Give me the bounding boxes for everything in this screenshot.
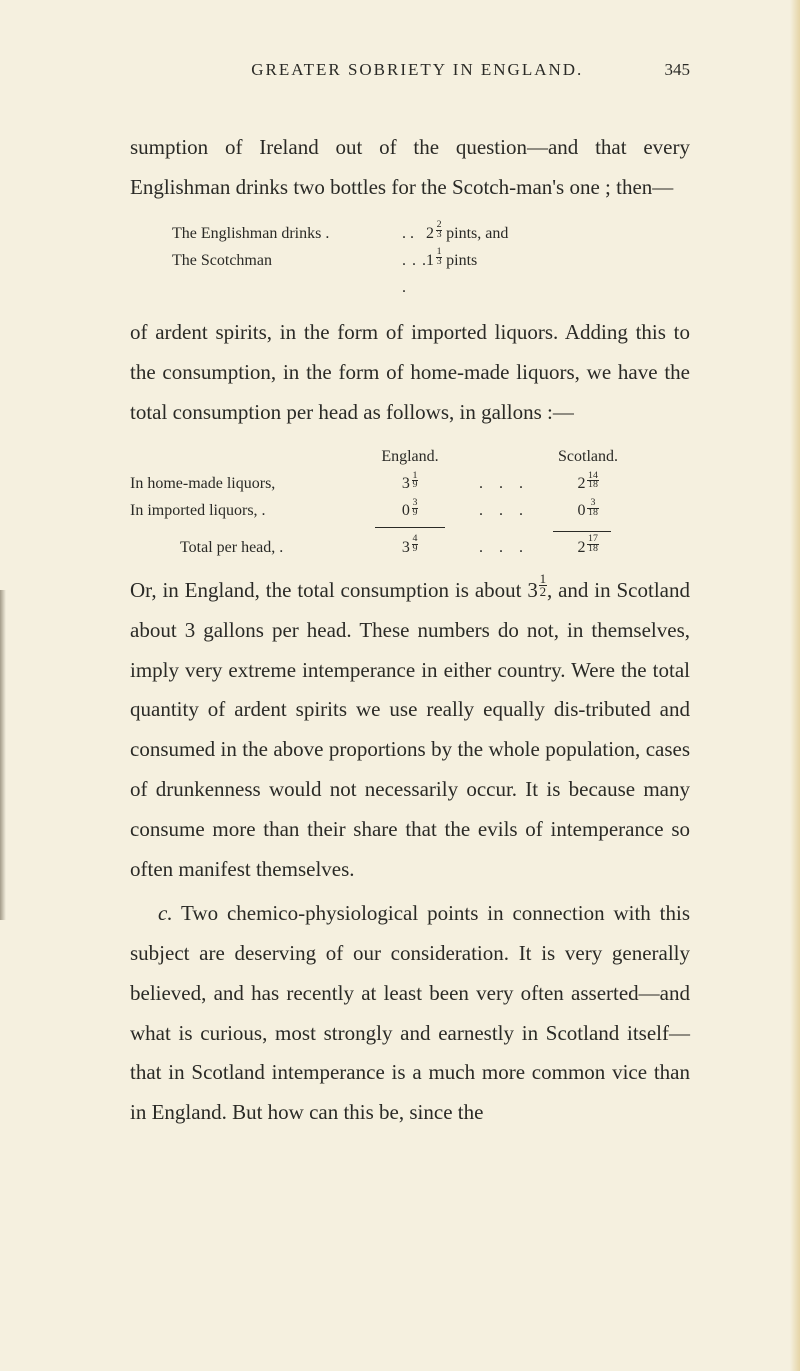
- table-row: In imported liquors, . 039 . . . 0318: [130, 497, 690, 524]
- whole-number: 3: [402, 539, 410, 556]
- table-row: In home-made liquors, 319 . . . 21418: [130, 470, 690, 497]
- list-label: The Scotchman: [172, 247, 402, 301]
- scotland-value: 0318: [543, 497, 633, 524]
- list-value: 223 pints, and: [426, 220, 566, 247]
- value-suffix: pints: [442, 252, 477, 269]
- section-letter: c.: [158, 901, 173, 925]
- fraction: 39: [412, 499, 418, 518]
- paragraph-1: sumption of Ireland out of the question—…: [130, 128, 690, 208]
- fraction-denominator: 18: [587, 509, 598, 518]
- table-rule-scotland: [553, 525, 611, 532]
- running-header: GREATER SOBRIETY IN ENGLAND. 345: [130, 60, 690, 80]
- england-value: 039: [355, 497, 465, 524]
- page-number: 345: [665, 60, 691, 80]
- table-rule-row: [130, 525, 690, 532]
- fraction: 318: [587, 499, 598, 518]
- table-rule-england: [375, 527, 445, 528]
- para4-text: Two chemico-physiological points in conn…: [130, 901, 690, 1124]
- page-edge-tint: [790, 0, 800, 1371]
- list-value: 113 pints: [426, 247, 566, 301]
- drinks-list: The Englishman drinks . . . 223 pints, a…: [172, 220, 690, 302]
- gallons-table: England. Scotland. In home-made liquors,…: [130, 443, 690, 561]
- row-label: In imported liquors, .: [130, 497, 355, 524]
- column-header-scotland: Scotland.: [543, 443, 633, 470]
- row-label: In home-made liquors,: [130, 470, 355, 497]
- fraction: 19: [412, 472, 418, 491]
- fraction-denominator: 9: [412, 481, 418, 490]
- column-header-england: England.: [355, 443, 465, 470]
- table-header-gap: [465, 443, 543, 470]
- table-header-row: England. Scotland.: [130, 443, 690, 470]
- fraction: 12: [539, 573, 547, 597]
- para3-part-a: Or, in England, the total consumption is…: [130, 578, 538, 602]
- list-label: The Englishman drinks .: [172, 220, 402, 247]
- fraction: 1718: [587, 535, 598, 554]
- spine-shadow: [0, 590, 6, 920]
- paragraph-2: of ardent spirits, in the form of import…: [130, 313, 690, 433]
- fraction-denominator: 18: [587, 481, 598, 490]
- page-body: sumption of Ireland out of the question—…: [130, 128, 690, 1133]
- table-dots: . . .: [465, 534, 543, 561]
- england-value: 319: [355, 470, 465, 497]
- fraction-denominator: 9: [412, 509, 418, 518]
- whole-number: 2: [577, 539, 585, 556]
- england-value: 349: [355, 534, 465, 561]
- list-row: The Englishman drinks . . . 223 pints, a…: [172, 220, 690, 247]
- table-dots: . . .: [465, 470, 543, 497]
- whole-number: 0: [402, 502, 410, 519]
- fraction: 49: [412, 535, 418, 554]
- list-dots: . . . .: [402, 247, 426, 301]
- paragraph-4: c. Two chemico-physiological points in c…: [130, 894, 690, 1133]
- paragraph-3: Or, in England, the total consumption is…: [130, 571, 690, 890]
- scotland-value: 21418: [543, 470, 633, 497]
- fraction-denominator: 18: [587, 545, 598, 554]
- scotland-value: 21718: [543, 534, 633, 561]
- fraction-denominator: 2: [539, 586, 547, 598]
- whole-number: 1: [426, 252, 434, 269]
- running-title: GREATER SOBRIETY IN ENGLAND.: [170, 60, 665, 80]
- whole-number: 2: [577, 475, 585, 492]
- fraction-denominator: 9: [412, 545, 418, 554]
- row-label: Total per head, .: [130, 534, 355, 561]
- value-suffix: pints, and: [442, 225, 508, 242]
- table-header-spacer: [130, 443, 355, 470]
- whole-number: 3: [402, 475, 410, 492]
- table-total-row: Total per head, . 349 . . . 21718: [130, 534, 690, 561]
- table-dots: . . .: [465, 497, 543, 524]
- fraction: 1418: [587, 472, 598, 491]
- list-dots: . .: [402, 220, 426, 247]
- para3-part-b: , and in Scotland about 3 gallons per he…: [130, 578, 690, 881]
- list-row: The Scotchman . . . . 113 pints: [172, 247, 690, 301]
- whole-number: 0: [577, 502, 585, 519]
- whole-number: 2: [426, 225, 434, 242]
